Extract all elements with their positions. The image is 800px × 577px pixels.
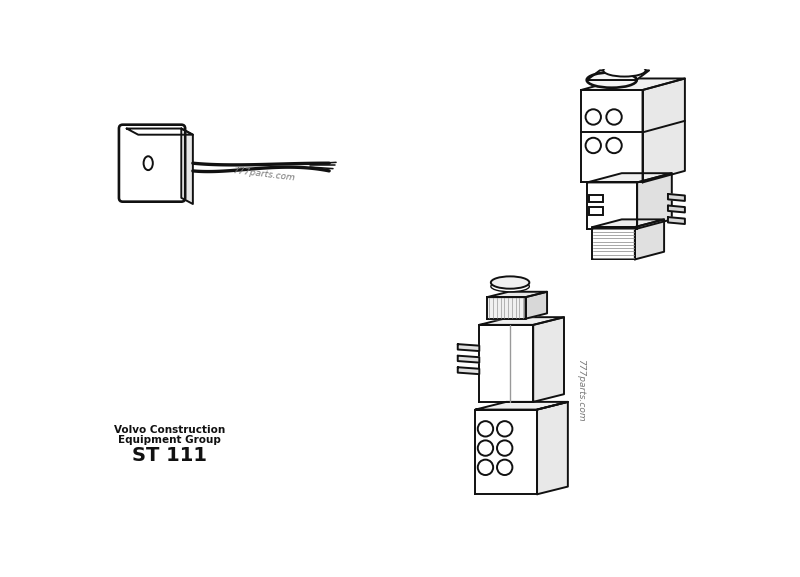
Polygon shape — [637, 173, 672, 228]
Polygon shape — [587, 70, 649, 80]
Circle shape — [497, 421, 513, 437]
Text: Volvo Construction: Volvo Construction — [114, 425, 226, 436]
Circle shape — [478, 421, 493, 437]
Polygon shape — [642, 78, 685, 182]
Polygon shape — [182, 129, 193, 204]
Polygon shape — [458, 355, 479, 362]
Circle shape — [606, 109, 622, 125]
Polygon shape — [458, 367, 479, 374]
Polygon shape — [593, 219, 664, 227]
Polygon shape — [668, 217, 685, 224]
Circle shape — [586, 109, 601, 125]
Ellipse shape — [603, 64, 646, 77]
Polygon shape — [668, 205, 685, 212]
Polygon shape — [487, 292, 547, 297]
Polygon shape — [587, 173, 672, 182]
Circle shape — [586, 138, 601, 153]
Bar — [589, 207, 602, 215]
FancyBboxPatch shape — [119, 125, 185, 202]
Polygon shape — [475, 410, 537, 494]
Circle shape — [606, 138, 622, 153]
Polygon shape — [487, 297, 526, 319]
Circle shape — [497, 440, 513, 456]
Text: 777parts.com: 777parts.com — [232, 166, 295, 182]
Polygon shape — [581, 78, 685, 90]
Text: 777parts.com: 777parts.com — [577, 359, 586, 422]
Circle shape — [478, 460, 493, 475]
Circle shape — [497, 460, 513, 475]
Ellipse shape — [491, 281, 530, 292]
Polygon shape — [534, 317, 564, 402]
Bar — [589, 195, 602, 203]
Circle shape — [478, 440, 493, 456]
Polygon shape — [479, 317, 564, 325]
Text: Equipment Group: Equipment Group — [118, 434, 221, 445]
Polygon shape — [668, 194, 685, 201]
Ellipse shape — [491, 276, 530, 288]
Polygon shape — [537, 402, 568, 494]
Polygon shape — [581, 90, 642, 182]
Ellipse shape — [586, 72, 637, 88]
Polygon shape — [126, 129, 193, 134]
Polygon shape — [475, 402, 568, 410]
Polygon shape — [587, 182, 637, 228]
Ellipse shape — [143, 156, 153, 170]
Text: ST 111: ST 111 — [132, 445, 207, 464]
Polygon shape — [479, 325, 534, 402]
Polygon shape — [593, 227, 635, 260]
Polygon shape — [458, 344, 479, 351]
Polygon shape — [526, 292, 547, 319]
Polygon shape — [635, 219, 664, 260]
